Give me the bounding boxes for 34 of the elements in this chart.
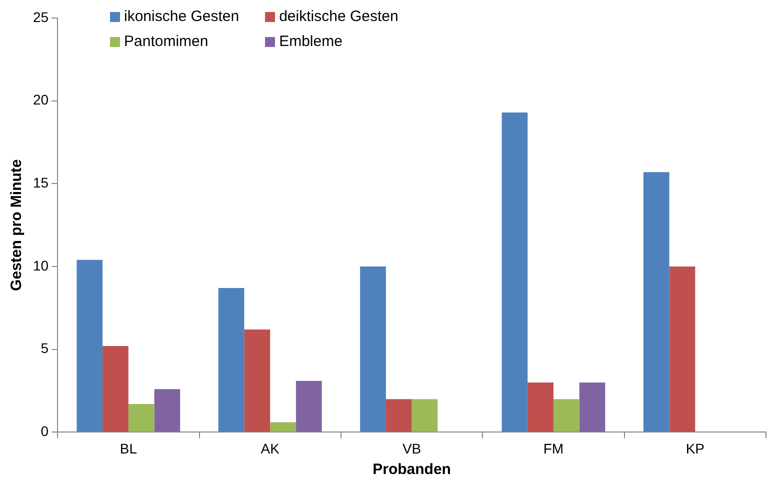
bar: [579, 382, 606, 432]
bar: [296, 380, 322, 432]
legend-label: deiktische Gesten: [279, 8, 398, 25]
y-axis-title: Gesten pro Minute: [8, 159, 26, 291]
bar: [102, 346, 128, 432]
bar: [360, 266, 386, 432]
y-tick-label: 5: [40, 340, 49, 356]
bar: [502, 112, 528, 432]
x-tick-label: AK: [260, 440, 280, 456]
bar: [76, 260, 103, 432]
legend-label: Pantomimen: [124, 33, 208, 50]
y-tick-label: 0: [40, 423, 49, 440]
y-tick-label: 15: [32, 174, 49, 191]
bar: [386, 399, 412, 432]
bar: [218, 288, 244, 432]
bar: [128, 404, 154, 432]
y-tick-label: 10: [32, 257, 49, 274]
bar: [553, 399, 580, 432]
x-axis-title: Probanden: [372, 461, 451, 478]
bar: [669, 266, 696, 432]
bar: [643, 172, 670, 432]
bar: [270, 422, 296, 432]
x-tick-label: VB: [402, 440, 422, 456]
x-tick-label: FM: [543, 440, 564, 456]
y-tick-label: 25: [32, 8, 49, 25]
y-tick-label: 20: [32, 92, 49, 108]
x-tick-label: KP: [686, 440, 704, 456]
bar: [154, 389, 180, 432]
bar: [528, 382, 554, 432]
legend-label: Embleme: [279, 33, 342, 50]
bar: [412, 399, 438, 432]
x-tick-label: BL: [120, 440, 138, 456]
legend-label: ikonische Gesten: [124, 8, 240, 25]
bar: [244, 329, 270, 432]
